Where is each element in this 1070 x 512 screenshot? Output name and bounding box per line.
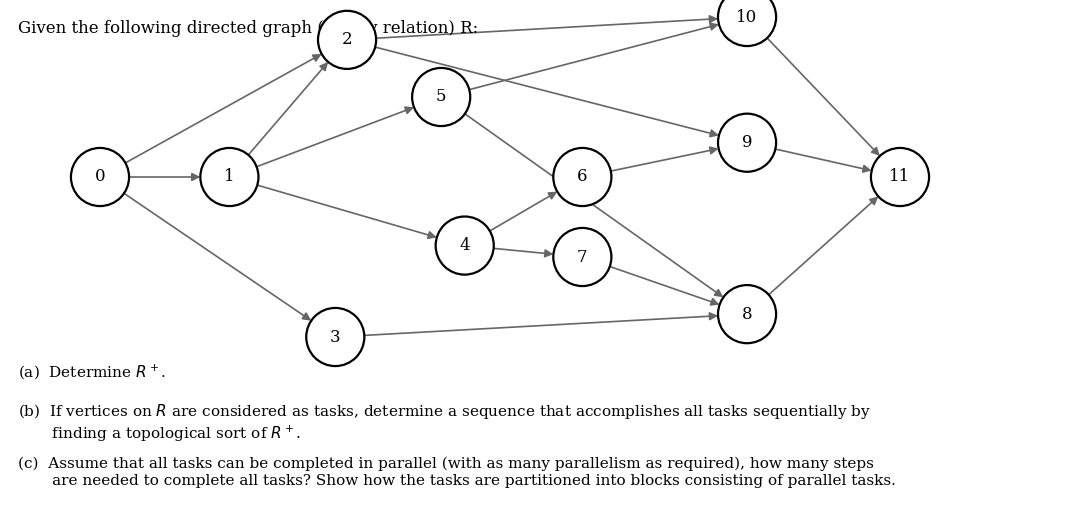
Text: 6: 6 — [577, 168, 587, 185]
Text: (a)  Determine $R^+$.: (a) Determine $R^+$. — [18, 362, 166, 381]
Circle shape — [318, 11, 377, 69]
Circle shape — [718, 285, 776, 343]
Circle shape — [871, 148, 929, 206]
Circle shape — [71, 148, 129, 206]
Text: 4: 4 — [459, 237, 470, 254]
Circle shape — [412, 68, 470, 126]
Circle shape — [553, 148, 611, 206]
Text: 1: 1 — [224, 168, 234, 185]
Text: 9: 9 — [742, 134, 752, 151]
Text: 11: 11 — [889, 168, 911, 185]
Text: 3: 3 — [330, 329, 340, 346]
Text: Given the following directed graph (binary relation) R:: Given the following directed graph (bina… — [18, 20, 478, 37]
Text: 8: 8 — [742, 306, 752, 323]
Text: 0: 0 — [94, 168, 105, 185]
Text: (b)  If vertices on $R$ are considered as tasks, determine a sequence that accom: (b) If vertices on $R$ are considered as… — [18, 402, 871, 444]
Circle shape — [200, 148, 259, 206]
Circle shape — [553, 228, 611, 286]
Circle shape — [435, 217, 493, 274]
Text: 2: 2 — [341, 31, 352, 48]
Text: 10: 10 — [736, 9, 758, 26]
Text: (c)  Assume that all tasks can be completed in parallel (with as many parallelis: (c) Assume that all tasks can be complet… — [18, 457, 896, 487]
Text: 5: 5 — [435, 89, 446, 105]
Circle shape — [718, 0, 776, 46]
Circle shape — [306, 308, 365, 366]
Text: 7: 7 — [577, 248, 587, 266]
Circle shape — [718, 114, 776, 172]
